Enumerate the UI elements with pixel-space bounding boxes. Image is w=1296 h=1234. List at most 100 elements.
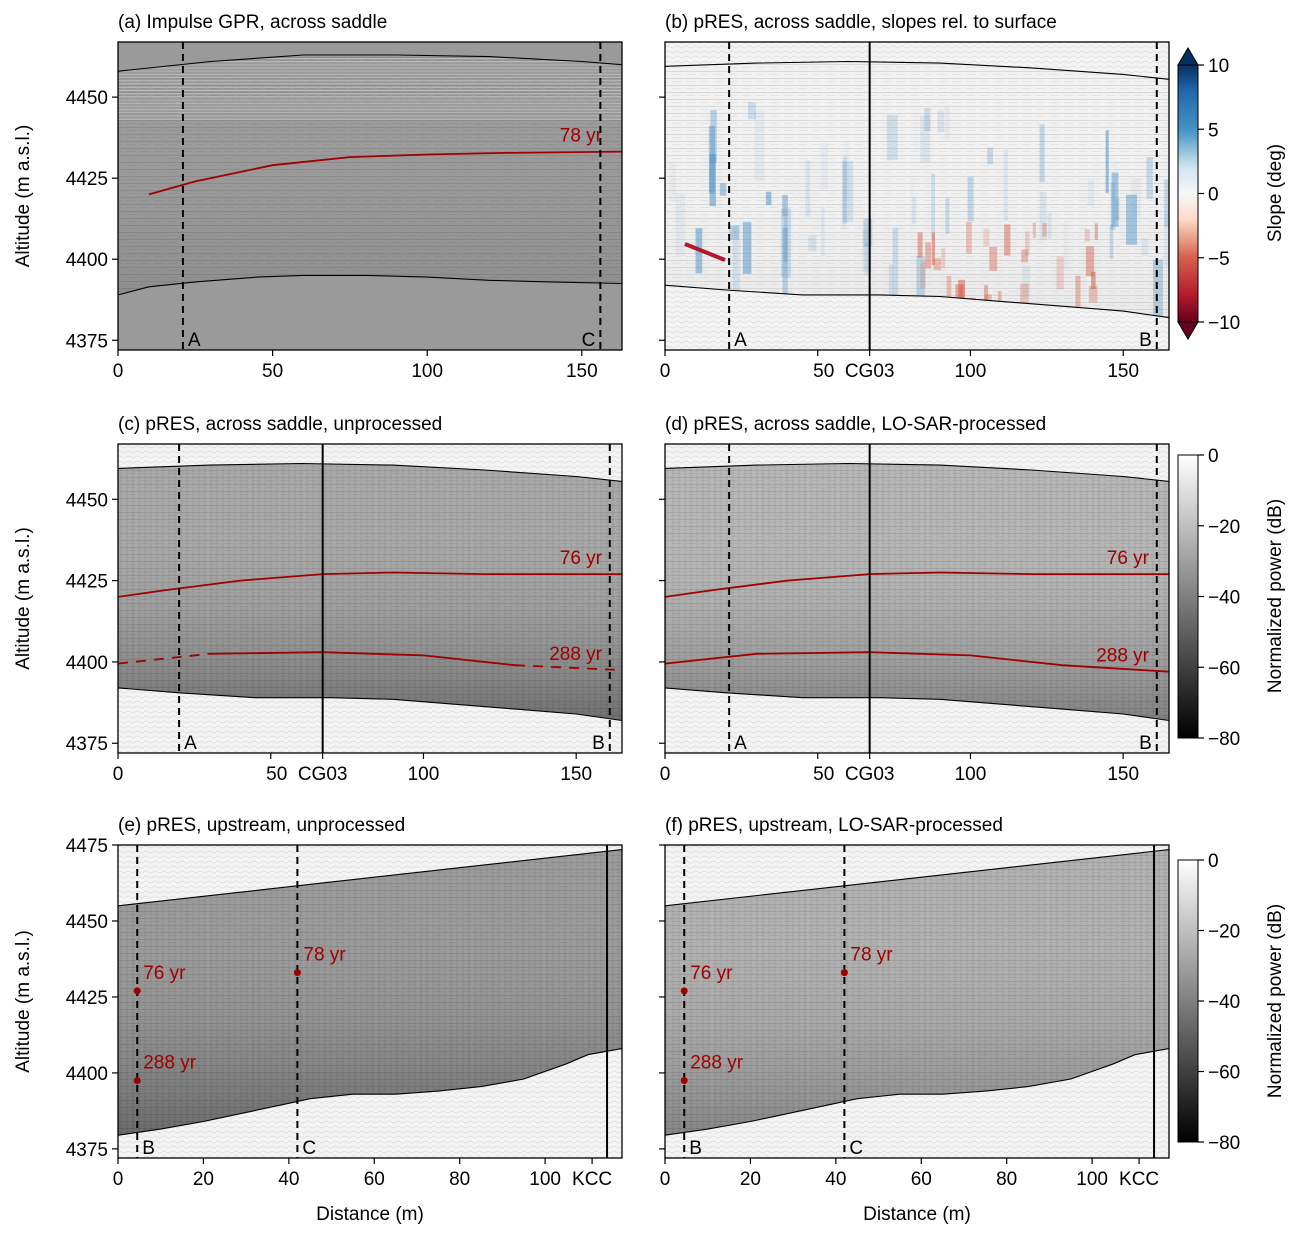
y-tick-label: 4450 (66, 88, 108, 109)
site-label-B: B (592, 733, 605, 754)
colorbar-power-top: 0 −20 −40 −60 −80 Normalized power (dB) (1177, 446, 1286, 750)
colorbar-tick-label: 0 (1208, 185, 1219, 206)
colorbar-slope-extend-bottom (1177, 321, 1199, 340)
colorbar-tick-label: 0 (1208, 851, 1219, 872)
x-tick-label: 80 (449, 1169, 470, 1190)
bed-line (118, 687, 622, 722)
age-point-label: 76 yr (143, 963, 186, 984)
x-tick-label: 100 (955, 361, 987, 382)
panel-f: B C 76 yr 288 yr 78 yr 0 20 40 60 80 100 KCC (f) pRE… (659, 815, 1170, 1225)
bed-line (118, 1048, 622, 1136)
x-tick-label: 20 (193, 1169, 214, 1190)
panel-title: (f) pRES, upstream, LO-SAR-processed (665, 815, 1003, 836)
horizon-label: 76 yr (1107, 548, 1150, 569)
x-tick-label-special: CG03 (845, 361, 895, 382)
colorbar-slope: 10 5 0 −5 −10 Slope (deg) (1177, 47, 1286, 340)
bed-line (665, 1048, 1169, 1136)
panel-title: (b) pRES, across saddle, slopes rel. to … (665, 12, 1057, 33)
y-tick-label: 4400 (66, 653, 108, 674)
x-tick-label: 50 (813, 361, 834, 382)
x-tick-label: 150 (566, 361, 598, 382)
age-point-label: 288 yr (143, 1053, 196, 1074)
x-tick-label: 60 (911, 1169, 932, 1190)
colorbar-tick-label: −40 (1208, 992, 1240, 1013)
age-point (680, 1077, 688, 1085)
age-point (133, 987, 141, 995)
ice-surface-line (665, 849, 1169, 907)
site-label-C: C (849, 1138, 863, 1159)
colorbar-power-top-bar (1177, 454, 1199, 739)
y-tick-label: 4475 (66, 836, 108, 857)
x-tick-label: 150 (560, 764, 592, 785)
x-tick-label: 40 (278, 1169, 299, 1190)
age-point-label: 288 yr (690, 1053, 743, 1074)
y-axis-label: Altitude (m a.s.l.) (13, 930, 34, 1073)
x-tick-label: 100 (411, 361, 443, 382)
site-label-B: B (1139, 330, 1152, 351)
colorbar-power-bottom-bar (1177, 859, 1199, 1143)
horizon-288-yr (118, 652, 210, 665)
ice-surface-line (665, 462, 1169, 482)
colorbar-tick-label: 0 (1208, 446, 1219, 467)
panel-e: B C 76 yr 288 yr 78 yr 0 20 40 60 80 100 KCC 4375 440… (13, 815, 623, 1225)
age-point-label: 78 yr (303, 945, 346, 966)
horizon-label: 78 yr (560, 126, 603, 147)
colorbar-tick-label: −20 (1208, 517, 1240, 538)
y-tick-label: 4425 (66, 169, 108, 190)
ice-surface-line (118, 54, 622, 72)
plot-area-f (665, 845, 1169, 1158)
age-point (680, 987, 688, 995)
x-tick-label: 50 (262, 361, 283, 382)
colorbar-tick-label: −80 (1208, 1133, 1240, 1154)
x-tick-label: 100 (408, 764, 440, 785)
horizon-78-yr (148, 150, 622, 196)
x-tick-label-special: CG03 (298, 764, 348, 785)
x-tick-label: 0 (113, 361, 124, 382)
site-label-A: A (184, 733, 197, 754)
y-tick-label: 4400 (66, 1064, 108, 1085)
colorbar-tick-label: 5 (1208, 120, 1219, 141)
site-label-A: A (734, 330, 747, 351)
x-tick-label-special: KCC (1119, 1169, 1159, 1190)
y-axis-label: Altitude (m a.s.l.) (13, 125, 34, 268)
y-tick-label: 4450 (66, 490, 108, 511)
age-point (133, 1077, 141, 1085)
site-label-A: A (734, 733, 747, 754)
y-axis-label: Altitude (m a.s.l.) (13, 527, 34, 670)
y-tick-label: 4450 (66, 912, 108, 933)
panel-title: (d) pRES, across saddle, LO-SAR-processe… (665, 414, 1046, 435)
x-tick-label: 80 (996, 1169, 1017, 1190)
colorbar-tick-label: −40 (1208, 588, 1240, 609)
panel-a: 78 yr A C 0 50 100 150 4375 4400 4425 4450 (a) Impu… (13, 12, 623, 382)
site-label-B: B (689, 1138, 702, 1159)
age-point-label: 76 yr (690, 963, 733, 984)
axes-frame (117, 443, 623, 754)
site-label-C: C (302, 1138, 316, 1159)
site-label-B: B (1139, 733, 1152, 754)
colorbar-tick-label: −60 (1208, 1063, 1240, 1084)
site-label-C: C (582, 330, 596, 351)
plot-area-a (118, 42, 622, 350)
colorbar-tick-label: −5 (1208, 249, 1230, 270)
x-tick-label: 50 (266, 764, 287, 785)
x-axis-label: Distance (m) (863, 1204, 971, 1225)
x-tick-label: 100 (955, 764, 987, 785)
x-tick-label: 150 (1107, 764, 1139, 785)
horizon-label: 76 yr (560, 548, 603, 569)
x-tick-label: 20 (740, 1169, 761, 1190)
site-label-B: B (142, 1138, 155, 1159)
bed-line (665, 687, 1169, 722)
y-tick-label: 4425 (66, 572, 108, 593)
colorbar-tick-label: −20 (1208, 922, 1240, 943)
colorbar-power-bottom-label: Normalized power (dB) (1265, 904, 1286, 1098)
colorbar-power-top-label: Normalized power (dB) (1265, 499, 1286, 693)
y-tick-label: 4375 (66, 1140, 108, 1161)
x-tick-label: 100 (1076, 1169, 1108, 1190)
colorbar-tick-label: −80 (1208, 729, 1240, 750)
colorbar-tick-label: −60 (1208, 658, 1240, 679)
horizon-288-yr (665, 651, 1169, 673)
x-tick-label: 100 (529, 1169, 561, 1190)
plot-area-e (118, 845, 622, 1158)
y-tick-label: 4400 (66, 250, 108, 271)
